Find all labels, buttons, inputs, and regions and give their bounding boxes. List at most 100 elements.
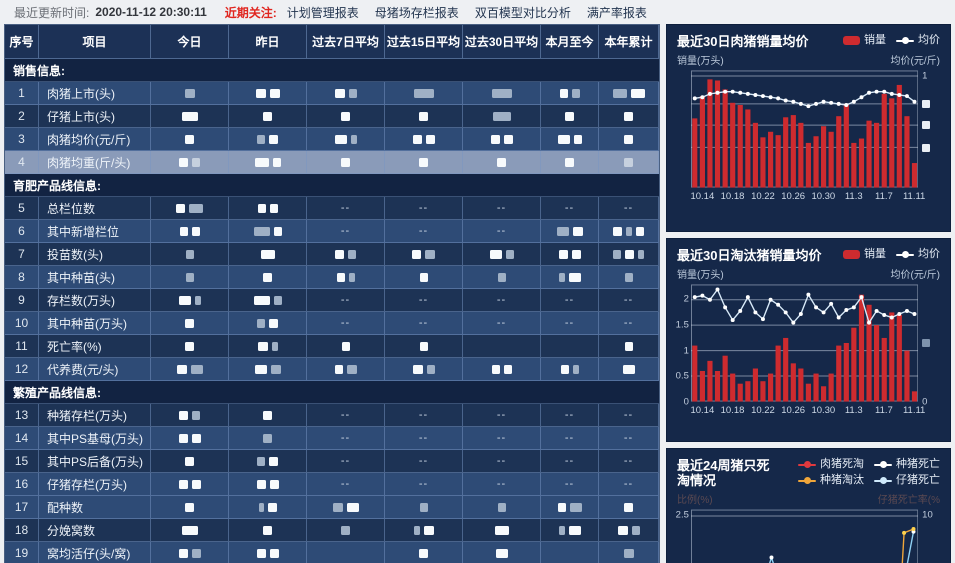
dash-value: --: [564, 409, 575, 421]
redacted-value: [571, 88, 580, 98]
table-row[interactable]: 11 死亡率(%): [5, 335, 659, 358]
value-cell: [151, 151, 229, 174]
redacted-value: [346, 502, 359, 512]
axis-titles: 销量(万头) 均价(元/斤): [677, 266, 940, 281]
x-axis-label: 11.7: [875, 405, 893, 416]
row-index: 10: [5, 312, 39, 335]
value-cell: --: [307, 220, 385, 243]
redacted-value: [638, 249, 644, 259]
table-row[interactable]: 1 肉猪上市(头): [5, 82, 659, 105]
value-cell: [599, 220, 659, 243]
x-axis-label: 11.7: [875, 191, 893, 202]
value-cell: [307, 496, 385, 519]
value-cell: [463, 266, 541, 289]
row-label: 仔猪上市(头): [39, 105, 151, 128]
chart-legend: 销量 均价: [843, 248, 940, 261]
table-row[interactable]: 19 窝均活仔(头/窝): [5, 542, 659, 563]
axis-tick: 10: [922, 509, 933, 521]
redacted-value: [624, 341, 633, 351]
dash-value: --: [418, 317, 429, 329]
redacted-value: [346, 364, 357, 374]
value-cell: --: [307, 473, 385, 496]
value-cell: --: [599, 450, 659, 473]
redacted-value: [572, 226, 583, 236]
report-link[interactable]: 母猪场存栏报表: [374, 5, 459, 20]
redacted-value: [191, 548, 201, 558]
redacted-value: [269, 479, 279, 489]
redacted-value: [491, 364, 500, 374]
row-label: 总栏位数: [39, 197, 151, 220]
value-cell: --: [541, 312, 599, 335]
redacted-value: [263, 433, 272, 443]
table-row[interactable]: 12 代养费(元/头): [5, 358, 659, 381]
table-row[interactable]: 9 存栏数(万头) -- -- -- -- --: [5, 289, 659, 312]
row-label: 肉猪上市(头): [39, 82, 151, 105]
dash-value: --: [564, 455, 575, 467]
table-row[interactable]: 17 配种数: [5, 496, 659, 519]
table-row[interactable]: 5 总栏位数 -- -- -- -- --: [5, 197, 659, 220]
value-cell: --: [385, 473, 463, 496]
x-axis-label: 10.26: [781, 405, 806, 416]
value-cell: [463, 496, 541, 519]
table-row[interactable]: 8 其中种苗(头): [5, 266, 659, 289]
value-cell: [385, 358, 463, 381]
row-label: 死亡率(%): [39, 335, 151, 358]
table-row[interactable]: 2 仔猪上市(头): [5, 105, 659, 128]
value-cell: [599, 105, 659, 128]
redacted-value: [631, 525, 640, 535]
table-row[interactable]: 16 仔猪存栏(万头) -- -- -- -- --: [5, 473, 659, 496]
redacted-value: [185, 502, 194, 512]
value-cell: --: [385, 404, 463, 427]
table-row[interactable]: 15 其中PS后备(万头) -- -- -- -- --: [5, 450, 659, 473]
right-axis-ticks: 0: [918, 284, 940, 408]
redacted-value: [489, 249, 502, 259]
dash-value: --: [418, 409, 429, 421]
value-cell: --: [541, 450, 599, 473]
redacted-value: [256, 479, 266, 489]
table-row[interactable]: 13 种猪存栏(万头) -- -- -- -- --: [5, 404, 659, 427]
redacted-value: [189, 203, 203, 213]
value-cell: [151, 496, 229, 519]
report-link[interactable]: 满产率报表: [586, 5, 647, 20]
x-axis-label: 11.3: [844, 405, 863, 416]
table-row[interactable]: 10 其中种苗(万头) -- -- -- -- --: [5, 312, 659, 335]
redacted-value: [423, 525, 434, 535]
axis-tick: 2: [683, 293, 689, 305]
row-index: 14: [5, 427, 39, 450]
redacted-value: [624, 111, 633, 121]
value-cell: [151, 128, 229, 151]
table-row[interactable]: 18 分娩窝数: [5, 519, 659, 542]
table-row[interactable]: 4 肉猪均重(斤/头): [5, 151, 659, 174]
dash-value: --: [418, 294, 429, 306]
dash-value: --: [496, 478, 507, 490]
value-cell: [385, 151, 463, 174]
report-link[interactable]: 双百模型对比分析: [474, 5, 571, 20]
dash-value: --: [340, 294, 351, 306]
redacted-value: [348, 272, 355, 282]
redacted-value: [263, 272, 272, 282]
dash-value: --: [496, 225, 507, 237]
value-cell: [151, 335, 229, 358]
row-index: 1: [5, 82, 39, 105]
x-axis-label: 10.30: [811, 191, 836, 202]
table-row[interactable]: 7 投苗数(头): [5, 243, 659, 266]
bar-marker-icon: [843, 36, 860, 45]
column-header: 过去7日平均: [307, 25, 385, 59]
value-cell: --: [599, 312, 659, 335]
right-axis-title: 均价(元/斤): [890, 56, 940, 67]
report-link[interactable]: 计划管理报表: [286, 5, 359, 20]
legend-item: 均价: [896, 248, 940, 261]
table-row[interactable]: 3 肉猪均价(元/斤): [5, 128, 659, 151]
dash-value: --: [496, 409, 507, 421]
redacted-value: [191, 479, 201, 489]
plot-row: 1: [677, 70, 940, 188]
value-cell: [385, 128, 463, 151]
redacted-value: [257, 318, 265, 328]
redacted-value: [273, 226, 282, 236]
table-row[interactable]: 6 其中新增栏位 -- -- --: [5, 220, 659, 243]
table-row[interactable]: 14 其中PS基母(万头) -- -- -- -- --: [5, 427, 659, 450]
redacted-value: [573, 134, 582, 144]
redacted-axis-tick: [922, 143, 931, 152]
dash-value: --: [623, 317, 634, 329]
value-cell: [385, 496, 463, 519]
